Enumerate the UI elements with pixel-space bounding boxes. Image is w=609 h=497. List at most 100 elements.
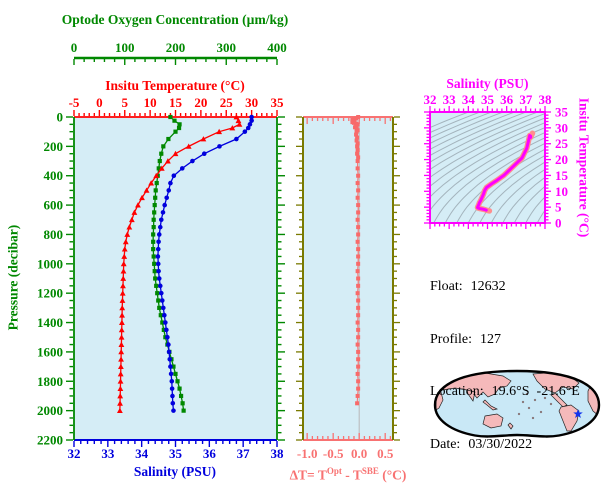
salinity-marker <box>163 320 168 325</box>
isopycnal-contour <box>430 112 492 139</box>
salinity-marker <box>217 144 222 149</box>
isopycnal-contour <box>433 137 545 223</box>
oxygen-marker <box>151 254 156 259</box>
salinity-marker <box>157 224 163 230</box>
pressure-tick-label: 400 <box>44 168 64 183</box>
salinity-marker <box>245 125 251 131</box>
delta-t-marker <box>356 335 361 340</box>
date-line: Date: 03/30/2022 <box>430 436 580 454</box>
salinity-marker <box>168 180 173 186</box>
salinity-axis-title: Salinity (PSU) <box>133 464 217 479</box>
delta-t-marker <box>356 305 361 310</box>
ts-salinity-tick-label: 35 <box>481 92 495 107</box>
delta-t-marker <box>356 261 361 266</box>
salinity-marker <box>166 342 171 347</box>
oxygen-marker <box>153 276 158 281</box>
float-value: 12632 <box>470 279 506 294</box>
salinity-marker <box>190 158 195 164</box>
ts-salinity-axis-title: Salinity (PSU) <box>446 76 529 91</box>
oxygen-marker <box>168 114 173 120</box>
temperature-marker <box>120 275 127 281</box>
temperature-tick-label: -5 <box>69 95 80 110</box>
island <box>517 412 521 416</box>
isopycnal-contour <box>430 112 481 134</box>
pressure-tick-label: 1400 <box>37 315 63 330</box>
delta-t-marker <box>355 151 360 156</box>
salinity-marker <box>168 371 174 377</box>
temperature-marker <box>121 246 128 252</box>
delta-t-marker <box>355 166 360 171</box>
salinity-tick-label: 34 <box>135 446 149 461</box>
oxygen-marker <box>158 313 163 318</box>
pressure-tick-label: 800 <box>44 227 64 242</box>
delta-t-marker <box>356 188 361 193</box>
salinity-marker <box>166 188 172 193</box>
ts-raw-curve <box>476 134 533 212</box>
salinity-marker <box>247 122 253 127</box>
delta-t-marker <box>351 120 356 125</box>
oxygen-marker <box>153 188 158 193</box>
isopycnal-contour <box>525 196 545 223</box>
island <box>539 410 543 414</box>
pressure-tick-label: 1800 <box>37 374 63 389</box>
temperature-marker <box>128 216 135 223</box>
delta-t-marker <box>356 203 361 208</box>
oxygen-marker <box>176 125 182 131</box>
location-line: Location: 19.6°S -21.6°E <box>430 383 580 401</box>
oxygen-marker <box>151 217 156 222</box>
ts-temperature-tick-label: 15 <box>555 168 569 183</box>
float-location-star-icon <box>573 409 583 419</box>
temperature-marker <box>121 253 128 259</box>
temperature-marker <box>117 371 124 377</box>
delta-t-title-mid: - T <box>341 467 362 483</box>
delta-t-marker <box>356 364 361 369</box>
ts-plot-background <box>430 112 545 223</box>
oxygen-marker <box>156 298 161 303</box>
salinity-marker <box>234 136 239 142</box>
ts-salinity-tick-label: 37 <box>519 92 533 107</box>
isopycnal-contour <box>490 168 545 223</box>
salinity-marker <box>157 283 163 289</box>
temperature-tick-label: 20 <box>194 95 207 110</box>
pressure-tick-label: 0 <box>57 110 64 125</box>
salinity-marker <box>156 276 162 281</box>
salinity-tick-label: 33 <box>101 446 115 461</box>
delta-t-marker <box>355 195 360 200</box>
delta-t-marker <box>354 116 359 121</box>
island <box>543 396 547 400</box>
temperature-marker <box>122 238 129 245</box>
salinity-tick-label: 36 <box>203 446 217 461</box>
landmass <box>507 422 514 430</box>
oxygen-marker <box>151 232 156 237</box>
island <box>531 416 535 420</box>
isopycnal-contour <box>430 122 545 188</box>
temperature-marker <box>118 326 125 333</box>
temperature-marker <box>143 187 150 193</box>
island <box>527 406 531 410</box>
salinity-marker <box>179 166 185 171</box>
landmass <box>482 413 504 429</box>
oxygen-axis-title: Optode Oxygen Concentration (µm/kg) <box>61 12 289 27</box>
temperature-tick-label: 25 <box>220 95 234 110</box>
salinity-marker <box>156 232 162 237</box>
oxygen-tick-label: 0 <box>71 40 78 55</box>
temperature-marker <box>235 117 242 124</box>
delta-t-marker <box>356 386 361 391</box>
salinity-marker <box>156 268 161 274</box>
oxygen-marker <box>153 195 158 200</box>
isopycnal-contour <box>536 209 545 223</box>
temperature-marker <box>172 150 179 157</box>
isopycnal-contour <box>430 117 545 178</box>
ts-isopycnal-contours <box>430 112 545 223</box>
temperature-marker <box>233 114 240 120</box>
salinity-marker <box>162 312 167 318</box>
salinity-marker <box>160 210 166 215</box>
oxygen-marker <box>180 401 185 406</box>
delta-t-axis-title: ΔT= TOpt - TSBE (°C) <box>278 464 418 483</box>
delta-t-marker <box>355 141 360 146</box>
salinity-marker <box>161 305 166 311</box>
salinity-marker <box>171 408 176 413</box>
oxygen-marker <box>177 122 182 127</box>
pressure-tick-label: 200 <box>44 139 64 154</box>
salinity-tick-label: 37 <box>237 446 251 461</box>
